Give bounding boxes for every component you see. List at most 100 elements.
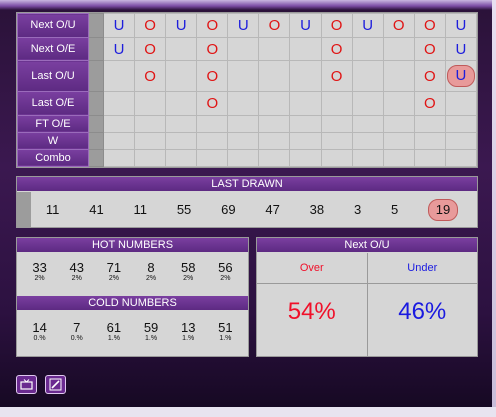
grid-cell	[258, 90, 291, 116]
grid-cell	[227, 36, 260, 62]
grid-divider	[88, 36, 104, 62]
drawn-number: 3	[353, 202, 362, 217]
grid-row-label: W	[17, 131, 89, 150]
grid-cell: U	[102, 36, 136, 62]
cold-percent: 1.%	[219, 335, 232, 342]
hot-number: 8	[147, 260, 155, 275]
grid-cell	[258, 148, 291, 168]
grid-cell: U	[444, 60, 478, 92]
grid-cell	[102, 60, 136, 92]
cold-percent: 1.%	[145, 335, 158, 342]
grid-cell	[382, 131, 415, 150]
grid-cell: O	[134, 36, 167, 62]
grid-cell	[258, 131, 291, 150]
grid-cell	[444, 131, 478, 150]
cold-number: 61	[106, 320, 122, 335]
hot-numbers-title: HOT NUMBERS	[17, 238, 248, 252]
drawn-number: 11	[133, 202, 148, 217]
grid-cell	[351, 131, 384, 150]
hot-number-item: 58 2%	[173, 260, 203, 296]
grid-cell	[351, 60, 384, 92]
grid-cell	[382, 148, 415, 168]
cold-number: 14	[32, 320, 47, 335]
cold-number: 13	[180, 320, 196, 335]
grid-cell: O	[413, 60, 446, 92]
grid-cell	[102, 114, 136, 133]
grid-cell	[289, 60, 322, 92]
grid-cell	[444, 90, 478, 116]
grid-row: Next O/U U O U O U O U O U O O U	[17, 13, 478, 38]
drawn-number: 55	[176, 202, 192, 217]
grid-divider	[88, 90, 104, 116]
grid-row-label: Next O/U	[17, 13, 89, 38]
grid-cell	[444, 148, 478, 168]
grid-cell	[102, 148, 136, 168]
grid-cell	[134, 148, 167, 168]
grid-cell	[227, 60, 260, 92]
hot-percent: 2%	[71, 275, 82, 282]
drawn-number: 11	[45, 202, 60, 217]
grid-cell	[196, 114, 229, 133]
hot-number-item: 56 2%	[210, 260, 240, 296]
grid-cell	[413, 114, 446, 133]
hot-number: 43	[69, 260, 84, 275]
grid-cell	[227, 131, 260, 150]
next-ou-panel: Next O/U Over 54% Under 46%	[256, 237, 478, 357]
grid-cell: O	[196, 90, 229, 116]
hot-cold-panel: HOT NUMBERS 33 2% 43 2% 71 2% 8 2% 58 2% 56 2% COLD…	[16, 237, 249, 357]
grid-cell	[258, 60, 291, 92]
grid-cell: U	[227, 13, 260, 38]
grid-cell	[227, 114, 260, 133]
grid-cell	[382, 90, 415, 116]
grid-cell	[165, 36, 198, 62]
grid-cell	[444, 114, 478, 133]
hot-number-item: 71 2%	[99, 260, 129, 296]
grid-cell	[196, 131, 229, 150]
grid-cell	[134, 114, 167, 133]
cold-number-item: 61 1.%	[99, 320, 129, 355]
edit-button[interactable]	[45, 375, 66, 394]
grid-cell	[289, 131, 322, 150]
under-value: 46%	[398, 298, 447, 325]
grid-cell	[102, 90, 136, 116]
over-value: 54%	[287, 298, 336, 325]
grid-cell	[227, 90, 260, 116]
grid-cell: O	[320, 36, 353, 62]
grid-cell	[320, 131, 353, 150]
grid-cell: U	[351, 13, 384, 38]
hot-number: 56	[218, 260, 233, 275]
grid-row: W	[17, 131, 478, 150]
hot-number: 71	[106, 260, 122, 275]
cold-number-item: 51 1.%	[210, 320, 240, 355]
hot-number: 58	[180, 260, 196, 275]
grid-cell	[165, 90, 198, 116]
grid-cell	[289, 148, 322, 168]
drawn-number: 69	[221, 202, 236, 217]
under-column: Under 46%	[366, 253, 477, 356]
grid-cell: O	[413, 90, 446, 116]
cold-number: 51	[218, 320, 233, 335]
grid-cell	[382, 60, 415, 92]
grid-cell: O	[320, 13, 353, 38]
hot-percent: 2%	[108, 275, 119, 282]
grid-cell	[382, 36, 415, 62]
next-ou-title: Next O/U	[257, 238, 477, 252]
grid-cell	[258, 114, 291, 133]
grid-cell	[165, 60, 198, 92]
grid-row-label: Last O/E	[17, 90, 89, 116]
under-label: Under	[367, 253, 477, 284]
grid-cell: O	[258, 13, 291, 38]
grid-divider	[88, 131, 104, 150]
grid-cell: O	[134, 60, 167, 92]
grid-cell	[134, 131, 167, 150]
grid-divider	[88, 148, 104, 168]
drawn-number: 47	[265, 202, 280, 217]
hot-number-item: 33 2%	[25, 260, 55, 296]
tv-button[interactable]	[16, 375, 37, 394]
cold-percent: 0.%	[70, 335, 83, 342]
cold-numbers-title: COLD NUMBERS	[17, 296, 248, 310]
grid-row-label: Combo	[17, 148, 89, 168]
drawn-number: 38	[309, 202, 325, 217]
over-label: Over	[257, 253, 367, 284]
grid-cell	[227, 148, 260, 168]
